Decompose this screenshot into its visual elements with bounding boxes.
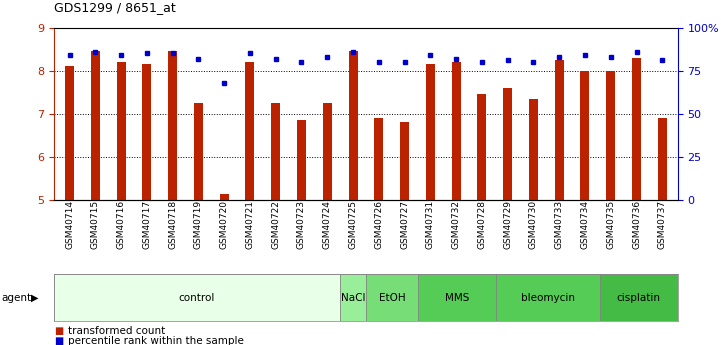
Bar	[529, 99, 538, 200]
Text: control: control	[179, 293, 215, 303]
Text: GSM40715: GSM40715	[91, 200, 99, 249]
Bar	[477, 95, 487, 200]
Bar	[658, 118, 667, 200]
Text: NaCl: NaCl	[340, 293, 365, 303]
Text: GSM40714: GSM40714	[65, 200, 74, 249]
Bar	[220, 194, 229, 200]
Bar	[400, 122, 409, 200]
Text: GSM40729: GSM40729	[503, 200, 512, 249]
Text: GSM40726: GSM40726	[374, 200, 384, 249]
Text: ■: ■	[54, 336, 63, 345]
Text: GSM40720: GSM40720	[220, 200, 229, 249]
Text: GSM40736: GSM40736	[632, 200, 641, 249]
Text: GSM40737: GSM40737	[658, 200, 667, 249]
Bar	[554, 60, 564, 200]
Text: percentile rank within the sample: percentile rank within the sample	[68, 336, 244, 345]
Text: transformed count: transformed count	[68, 326, 166, 336]
Bar	[503, 88, 512, 200]
Text: EtOH: EtOH	[379, 293, 405, 303]
Text: GSM40727: GSM40727	[400, 200, 409, 249]
Text: GSM40735: GSM40735	[606, 200, 615, 249]
Bar	[54, 274, 340, 321]
Text: GSM40725: GSM40725	[348, 200, 358, 249]
Bar	[451, 62, 461, 200]
Bar	[245, 62, 255, 200]
Bar	[117, 62, 125, 200]
Text: GSM40716: GSM40716	[117, 200, 125, 249]
Bar	[600, 274, 678, 321]
Bar	[65, 66, 74, 200]
Bar	[374, 118, 384, 200]
Text: GSM40731: GSM40731	[426, 200, 435, 249]
Bar	[142, 64, 151, 200]
Text: GSM40721: GSM40721	[245, 200, 255, 249]
Bar	[340, 274, 366, 321]
Bar	[168, 51, 177, 200]
Bar	[426, 64, 435, 200]
Bar	[496, 274, 600, 321]
Text: ■: ■	[54, 326, 63, 336]
Text: GSM40722: GSM40722	[271, 200, 280, 249]
Text: GSM40732: GSM40732	[451, 200, 461, 249]
Text: cisplatin: cisplatin	[616, 293, 660, 303]
Text: GSM40734: GSM40734	[580, 200, 590, 249]
Text: GSM40728: GSM40728	[477, 200, 487, 249]
Bar	[418, 274, 496, 321]
Text: GSM40733: GSM40733	[554, 200, 564, 249]
Text: GSM40718: GSM40718	[168, 200, 177, 249]
Text: GSM40719: GSM40719	[194, 200, 203, 249]
Bar	[91, 51, 99, 200]
Bar	[366, 274, 418, 321]
Text: bleomycin: bleomycin	[521, 293, 575, 303]
Text: GSM40723: GSM40723	[297, 200, 306, 249]
Text: GSM40730: GSM40730	[529, 200, 538, 249]
Text: GSM40724: GSM40724	[323, 200, 332, 249]
Text: GSM40717: GSM40717	[142, 200, 151, 249]
Bar	[580, 71, 590, 200]
Text: ▶: ▶	[31, 293, 38, 303]
Bar	[297, 120, 306, 200]
Text: MMS: MMS	[445, 293, 469, 303]
Bar	[632, 58, 641, 200]
Text: GDS1299 / 8651_at: GDS1299 / 8651_at	[54, 1, 176, 14]
Bar	[606, 71, 615, 200]
Bar	[271, 103, 280, 200]
Bar	[348, 51, 358, 200]
Bar	[323, 103, 332, 200]
Bar	[194, 103, 203, 200]
Text: agent: agent	[1, 293, 32, 303]
